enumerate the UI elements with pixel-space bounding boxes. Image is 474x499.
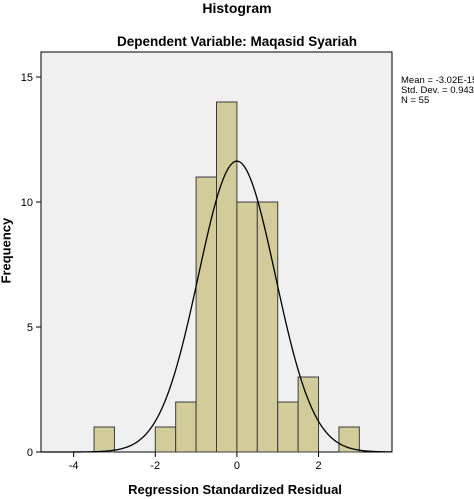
x-tick-label: -2 [150,460,160,472]
axes-group: 0 5 10 15 -4 -2 0 2 [21,72,322,472]
bars-group [93,101,360,453]
stat-std-dev: Std. Dev. = 0.943 [401,85,474,96]
histogram-bar [236,201,258,453]
y-tick-label: 0 [27,447,33,459]
x-tick-label: 2 [315,460,321,472]
histogram-bar [175,401,197,453]
x-tick-label: 0 [234,460,240,472]
histogram-bar [93,426,115,453]
histogram-bar [297,376,320,453]
y-tick-label: 5 [27,322,33,334]
histogram-bar [195,176,217,453]
stat-mean: Mean = -3.02E-15 [401,75,474,86]
histogram-bar [277,401,299,453]
chart-subtitle: Dependent Variable: Maqasid Syariah [116,34,358,49]
stat-n: N = 55 [401,95,430,106]
x-axis-label: Regression Standardized Residual [128,482,342,497]
chart-title: Histogram [202,0,272,16]
normal-curve [41,160,393,453]
histogram-bar [216,101,238,453]
y-tick-label: 10 [21,197,33,209]
y-tick-label: 15 [21,72,33,84]
x-tick-label: -4 [69,460,79,472]
histogram-bar [154,426,177,453]
